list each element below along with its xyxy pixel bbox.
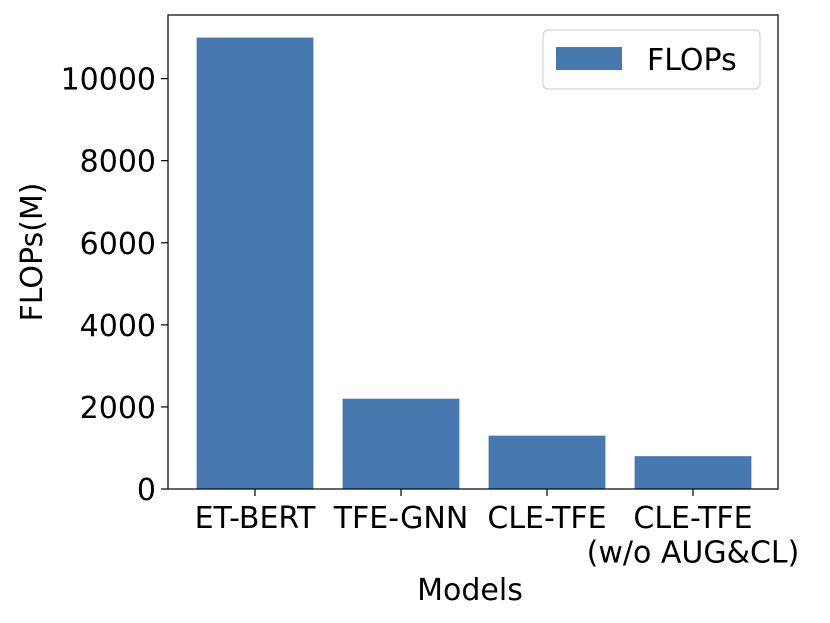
plot-frame xyxy=(167,14,779,490)
x-tick-label: CLE-TFE (w/o AUG&CL) xyxy=(587,501,800,571)
y-tick-label: 10000 xyxy=(61,63,156,98)
x-axis-label: Models xyxy=(417,573,523,608)
x-tick-label: ET-BERT xyxy=(195,501,316,536)
y-axis-label: FLOPs(M) xyxy=(15,183,50,322)
bar xyxy=(196,37,314,489)
x-tick-label: TFE-GNN xyxy=(333,501,469,536)
x-tick-label: CLE-TFE xyxy=(487,501,606,536)
y-tick-label: 2000 xyxy=(80,391,156,426)
y-tick-label: 0 xyxy=(137,473,156,508)
legend-swatch xyxy=(556,47,622,70)
legend-label: FLOPs xyxy=(647,43,737,78)
bar xyxy=(488,435,606,489)
bar xyxy=(342,398,460,489)
y-tick-label: 6000 xyxy=(80,227,156,262)
legend-box xyxy=(542,29,761,90)
bar xyxy=(634,456,752,489)
y-tick-label: 4000 xyxy=(80,309,156,344)
y-tick-label: 8000 xyxy=(80,145,156,180)
